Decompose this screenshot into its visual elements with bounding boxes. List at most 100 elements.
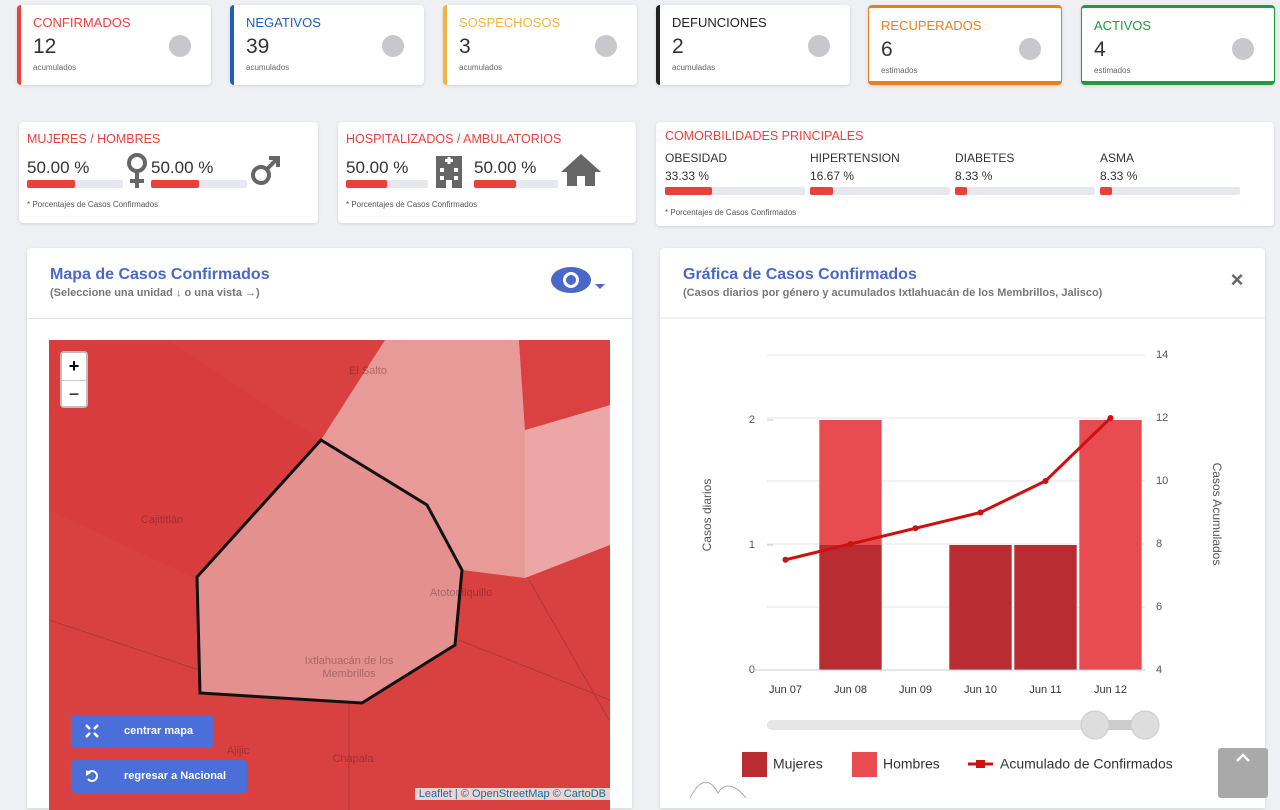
zoom-in[interactable]: +: [62, 353, 86, 381]
close-button[interactable]: ×: [1231, 267, 1244, 292]
card-value: 12: [33, 35, 57, 58]
comorbidity-percent: 16.67 %: [810, 169, 855, 183]
percent: 50.00 %: [346, 158, 409, 177]
comorbidity-name: ASMA: [1100, 151, 1135, 165]
undo-icon: [86, 770, 98, 782]
y-tick-label: 1: [749, 539, 755, 551]
comorbidity-percent: 8.33 %: [955, 169, 993, 183]
summary-card: DEFUNCIONES 2 acumuladas: [656, 5, 850, 85]
line-marker: [847, 541, 854, 547]
hospital-panel: HOSPITALIZADOS / AMBULATORIOS 50.00 % 50…: [338, 122, 636, 223]
summary-card: NEGATIVOS 39 acumulados: [230, 5, 424, 85]
region: [321, 340, 525, 578]
percent-bar: [810, 187, 834, 195]
card-title: NEGATIVOS: [246, 15, 321, 30]
place-label: Atotonilquillo: [429, 587, 493, 599]
card-note: acumulados: [33, 63, 77, 72]
card-icon: [382, 35, 404, 57]
card-note: acumulados: [246, 63, 290, 72]
comorbidity-name: HIPERTENSION: [810, 151, 900, 165]
slider-selection: [1095, 720, 1145, 730]
y-axis-title: Casos diarios: [700, 479, 714, 552]
chart-panel: Gráfica de Casos Confirmados (Casos diar…: [660, 248, 1265, 808]
percent: 50.00 %: [27, 158, 90, 177]
gender-panel: MUJERES / HOMBRES 50.00 % 50.00 % * Porc…: [19, 122, 318, 223]
x-tick-label: Jun 10: [964, 684, 997, 696]
selected-region[interactable]: [195, 438, 464, 705]
national-button[interactable]: regresar a Nacional: [71, 760, 247, 793]
line-marker: [1042, 478, 1049, 484]
percent: 50.00 %: [474, 158, 537, 177]
percent-bar: [1100, 187, 1112, 195]
panel-title: HOSPITALIZADOS / AMBULATORIOS: [346, 132, 562, 146]
bar-track: [665, 187, 805, 195]
card-value: 39: [246, 35, 270, 58]
card-icon: [1019, 38, 1041, 60]
center-icon: [85, 724, 99, 738]
map[interactable]: El Salto Cajititlán Atotonilquillo Ixtlahua…: [49, 340, 610, 810]
region: [49, 340, 321, 580]
line-marker: [782, 556, 789, 563]
x-tick-label: Jun 07: [769, 684, 802, 696]
card-note: acumulados: [459, 63, 503, 72]
map-attribution[interactable]: Leaflet | © OpenStreetMap © CartoDB: [414, 788, 610, 800]
y2-tick-label: 8: [1156, 538, 1162, 550]
bar: [1079, 420, 1142, 670]
line-marker: [977, 509, 984, 516]
map-subtitle: (Seleccione una unidad ↓ o una vista →): [50, 287, 260, 299]
x-tick-label: Jun 09: [899, 684, 932, 696]
button-label: centrar mapa: [124, 725, 194, 737]
zoom-out[interactable]: −: [68, 384, 80, 404]
center-map-button[interactable]: centrar mapa: [71, 715, 213, 748]
panel-note: * Porcentajes de Casos Confirmados: [27, 200, 159, 209]
card-icon: [595, 35, 617, 57]
place-label: Cajititlán: [140, 514, 184, 526]
line-marker: [1107, 415, 1114, 421]
legend-label: Acumulado de Confirmados: [1000, 756, 1173, 772]
card-title: CONFIRMADOS: [33, 15, 131, 30]
percent-bar: [27, 180, 75, 188]
range-slider[interactable]: [767, 720, 1145, 730]
percent-bar: [665, 187, 712, 195]
navigator-preview: [689, 781, 747, 799]
card-icon: [808, 35, 830, 57]
legend-swatch: [742, 752, 767, 777]
percent: 50.00 %: [151, 158, 214, 177]
view-selector[interactable]: [549, 264, 609, 298]
legend-swatch: [852, 752, 877, 777]
map-shapes: [49, 340, 610, 810]
summary-card: CONFIRMADOS 12 acumulados: [17, 5, 211, 85]
bar-track: [810, 187, 950, 195]
percent-bar: [474, 180, 516, 188]
x-tick-label: Jun 08: [834, 684, 867, 696]
divider: [27, 318, 632, 319]
slider-handle[interactable]: [1080, 710, 1110, 740]
y2-tick-label: 12: [1156, 412, 1168, 424]
percent-bar: [151, 180, 199, 188]
chart-title: Gráfica de Casos Confirmados: [683, 266, 917, 283]
zoom-control: + −: [60, 351, 88, 408]
place-label: Ixtlahuacán de los Membrillos: [304, 655, 394, 680]
card-title: SOSPECHOSOS: [459, 15, 561, 30]
bar-track: [151, 180, 247, 188]
y2-axis-title: Casos Acumulados: [1210, 463, 1224, 566]
cumulative-line: [785, 416, 1112, 562]
map-panel: Mapa de Casos Confirmados (Seleccione un…: [27, 248, 632, 810]
summary-card: SOSPECHOSOS 3 acumulados: [443, 5, 637, 85]
summary-card: ACTIVOS 4 estimados: [1081, 5, 1275, 85]
legend-swatch: [976, 760, 985, 768]
panel-title: COMORBILIDADES PRINCIPALES: [665, 129, 864, 143]
hospital-icon: [436, 156, 462, 188]
panel-title: MUJERES / HOMBRES: [27, 132, 161, 146]
card-title: ACTIVOS: [1094, 18, 1152, 33]
comorbidities-panel: COMORBILIDADES PRINCIPALES OBESIDAD 33.33…: [656, 122, 1274, 226]
legend-label: Mujeres: [773, 756, 823, 772]
card-note: estimados: [1094, 66, 1131, 75]
card-title: RECUPERADOS: [881, 18, 982, 33]
chart: Gráfica de Casos Confirmados (Casos diar…: [660, 266, 1265, 799]
region: [525, 405, 610, 578]
map-title: Mapa de Casos Confirmados: [50, 266, 270, 283]
bar-track: [27, 180, 123, 188]
slider-handle[interactable]: [1130, 710, 1160, 740]
scroll-top-button[interactable]: [1218, 748, 1268, 798]
